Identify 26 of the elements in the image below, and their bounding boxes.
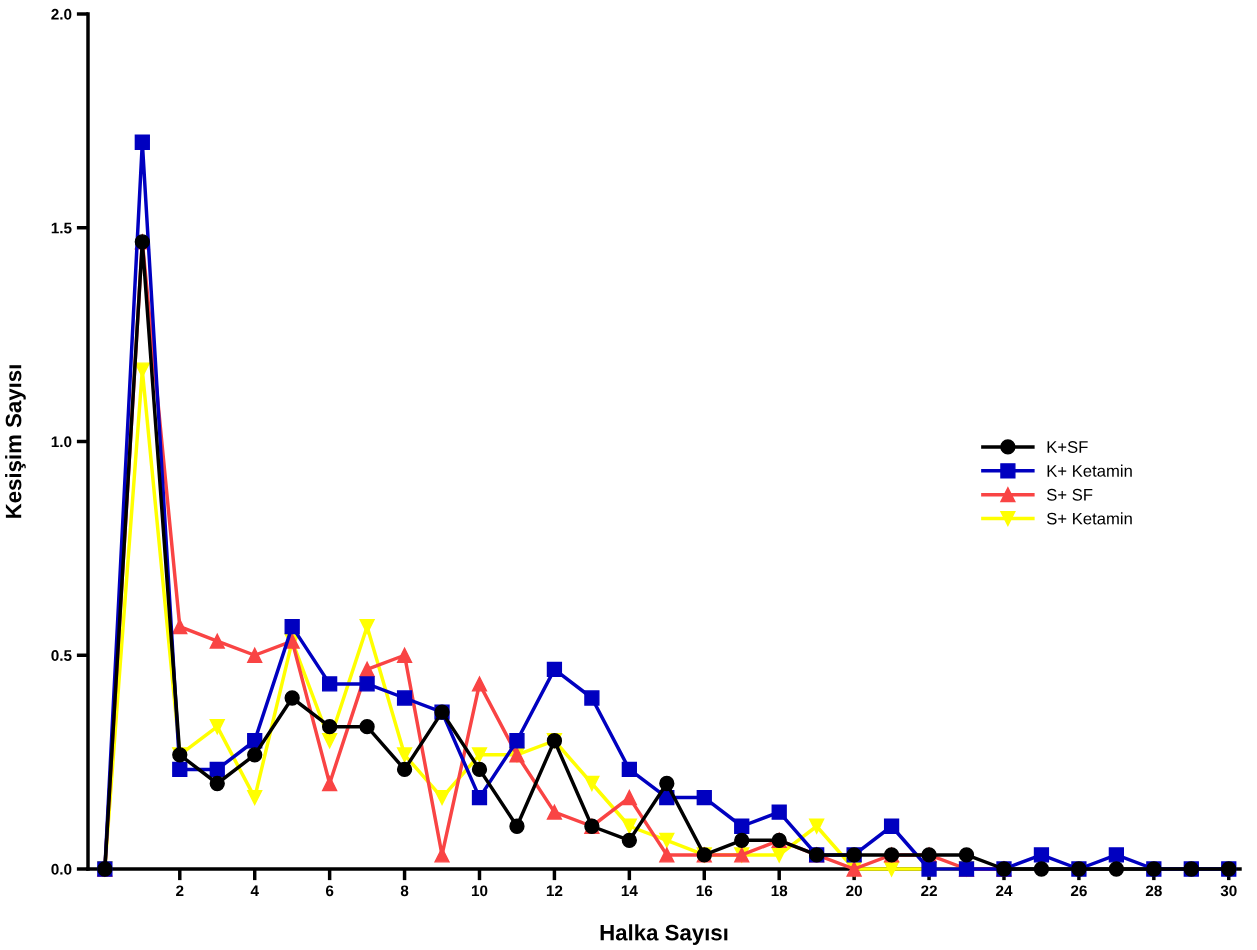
- x-tick-label: 8: [400, 885, 409, 897]
- y-tick-label: 1.0: [51, 436, 72, 448]
- x-tick-label: 6: [325, 885, 334, 897]
- x-axis-title: Halka Sayısı: [600, 924, 728, 945]
- x-tick-label: 24: [996, 885, 1013, 897]
- x-tick-label: 12: [546, 885, 563, 897]
- y-tick-label: 1.5: [51, 222, 72, 234]
- x-tick-label: 14: [621, 885, 638, 897]
- legend-label: K+ Ketamin: [1047, 464, 1132, 477]
- y-axis-title: Kesişim Sayısı: [5, 365, 26, 518]
- x-tick-label: 10: [471, 885, 488, 897]
- y-tick-label: 2.0: [51, 8, 72, 20]
- x-tick-label: 18: [771, 885, 788, 897]
- y-tick-label: 0.0: [51, 863, 72, 875]
- x-tick-label: 16: [696, 885, 713, 897]
- legend-label: S+ SF: [1046, 488, 1093, 501]
- x-tick-label: 4: [250, 885, 259, 897]
- x-tick-label: 20: [846, 885, 862, 897]
- x-tick-label: 22: [921, 885, 937, 897]
- legend-label: S+ Ketamin: [1046, 512, 1132, 525]
- y-tick-label: 0.5: [51, 650, 72, 661]
- x-tick-label: 26: [1070, 885, 1087, 897]
- legend-label: K+SF: [1047, 441, 1088, 453]
- x-tick-label: 28: [1145, 885, 1162, 897]
- x-tick-label: 30: [1220, 885, 1237, 897]
- x-tick-label: 2: [176, 885, 184, 897]
